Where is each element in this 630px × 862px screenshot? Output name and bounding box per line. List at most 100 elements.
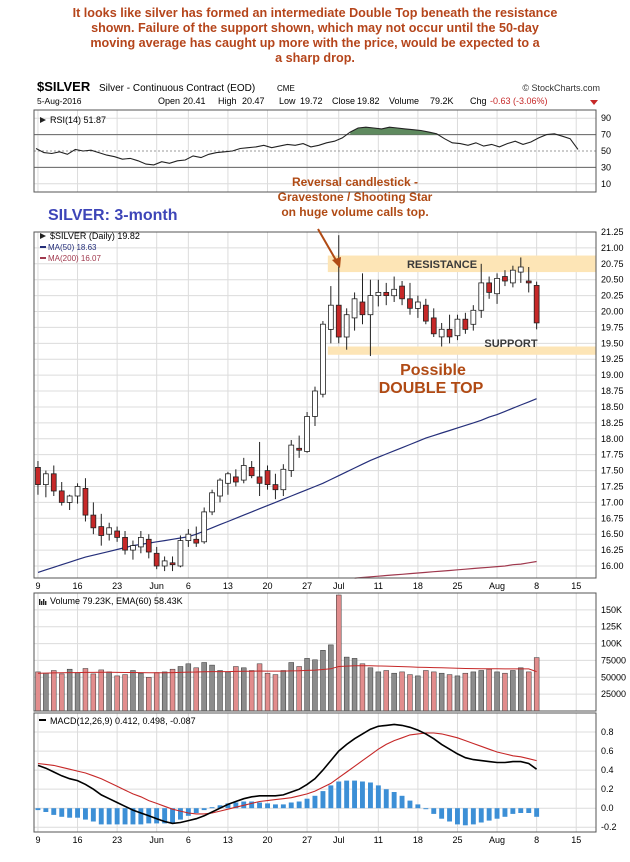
- volume-tick-label: 50000: [601, 672, 626, 682]
- volume-bar: [138, 672, 144, 712]
- price-tick-label: 20.75: [601, 259, 624, 269]
- price-tick-label: 21.00: [601, 243, 624, 253]
- volume-bar: [383, 670, 389, 712]
- price-tick-label: 18.00: [601, 434, 624, 444]
- commentary-line: It looks like silver has formed an inter…: [72, 6, 558, 20]
- ma200-legend: MA(200) 16.07: [48, 254, 101, 263]
- panel-frame: [33, 109, 597, 193]
- arrow-head-icon: [332, 257, 341, 268]
- volume-bar: [502, 672, 508, 712]
- candle-up: [375, 291, 382, 296]
- volume-bar: [264, 672, 271, 712]
- rsi-panel: 90 70 50 30 10 RSI(14) 51.87: [33, 109, 611, 193]
- macd-histogram-bar: [494, 808, 500, 819]
- candle-up: [74, 486, 81, 497]
- reversal-annotation-line: Reversal candlestick -: [292, 175, 418, 189]
- macd-histogram-bar: [423, 808, 429, 810]
- candle-down: [383, 291, 390, 296]
- volume-bar: [399, 671, 405, 712]
- volume-tick-label: 125K: [601, 622, 622, 632]
- volume-tick-label: 100K: [601, 639, 622, 649]
- x-tick-label: 8: [534, 835, 539, 845]
- volume-bar: [146, 677, 152, 712]
- candle-down: [50, 473, 57, 492]
- volume-bar: [328, 644, 334, 712]
- candle-down: [58, 490, 65, 503]
- rsi-tick-label: 10: [601, 179, 611, 189]
- down-arrow-icon: [590, 100, 598, 105]
- price-legend: $SILVER (Daily) 19.82: [50, 231, 140, 241]
- volume-bar: [296, 666, 302, 712]
- macd-legend: MACD(12,26,9) 0.412, 0.498, -0.087: [50, 716, 196, 726]
- volume-bar: [51, 670, 57, 712]
- volume-bar: [185, 663, 192, 712]
- candle-up: [470, 309, 477, 325]
- macd-tick-label: 0.2: [601, 784, 614, 794]
- macd-histogram-bar: [502, 808, 508, 817]
- commentary-text: It looks like silver has formed an inter…: [14, 6, 616, 66]
- reversal-arrow: [317, 228, 338, 263]
- chg-label: Chg: [470, 96, 487, 106]
- volume-bar: [193, 667, 199, 712]
- macd-histogram-bar: [328, 785, 334, 809]
- price-tick-label: 18.25: [601, 418, 624, 428]
- volume-bar: [82, 668, 89, 712]
- volume-bar: [225, 671, 231, 712]
- panel-frame: [33, 231, 597, 579]
- volume-bar: [478, 670, 484, 712]
- x-tick-label: 13: [223, 581, 233, 591]
- candle-up: [438, 328, 445, 338]
- candle-up: [106, 527, 112, 535]
- panel-frame: [33, 712, 597, 833]
- macd-histogram-bar: [75, 808, 80, 818]
- x-tick-label: 18: [413, 835, 423, 845]
- macd-histogram-bar: [67, 808, 73, 818]
- macd-histogram-bar: [185, 808, 191, 816]
- volume-bar: [201, 662, 207, 712]
- volume-bar: [320, 650, 326, 712]
- x-tick-label: 16: [73, 835, 83, 845]
- macd-histogram-bar: [273, 804, 278, 809]
- macd-tick-label: 0.4: [601, 765, 614, 775]
- macd-histogram-bar: [83, 808, 88, 820]
- volume-legend-icon: [39, 599, 41, 605]
- macd-histogram-bar: [193, 808, 199, 813]
- x-tick-label: 20: [262, 835, 272, 845]
- macd-histogram-bar: [122, 808, 128, 825]
- candle-down: [422, 304, 429, 322]
- volume-bar: [233, 666, 239, 712]
- macd-histogram-bar: [470, 808, 476, 825]
- macd-tick-label: -0.2: [601, 822, 617, 832]
- volume-bar: [35, 671, 41, 712]
- macd-histogram-bar: [399, 795, 405, 809]
- x-tick-label: Jul: [333, 581, 345, 591]
- volume-bar: [359, 663, 366, 712]
- candle-down: [153, 552, 160, 567]
- macd-histogram-bar: [154, 808, 160, 824]
- volume-bar: [169, 668, 176, 712]
- candle-up: [304, 416, 310, 452]
- macd-tick-label: 0.8: [601, 727, 614, 737]
- volume-bar: [98, 669, 104, 712]
- commentary-line: shown. Failure of the support shown, whi…: [91, 21, 539, 35]
- price-panel: 21.25 21.00 20.75 20.50 20.25 20.00 19.75 19.50…: [33, 227, 624, 591]
- candle-down: [232, 476, 239, 483]
- rsi-tick-label: 30: [601, 162, 611, 172]
- candle-up: [391, 288, 398, 297]
- candle-up: [494, 277, 500, 295]
- price-tick-label: 19.75: [601, 322, 624, 332]
- volume-bar: [343, 656, 350, 712]
- candle-up: [209, 492, 215, 513]
- volume-tick-label: 75000: [601, 655, 626, 665]
- candle-up: [517, 266, 524, 273]
- double-top-label: Possible: [400, 362, 466, 379]
- volume-legend-icon: [41, 601, 43, 605]
- macd-histogram-bar: [296, 801, 302, 809]
- candle-down: [82, 487, 89, 516]
- high-value: 20.47: [242, 96, 265, 106]
- candle-up: [351, 298, 358, 319]
- macd-histogram-bar: [510, 808, 516, 814]
- high-label: High: [218, 96, 237, 106]
- chart-name: Silver - Continuous Contract (EOD): [99, 83, 255, 94]
- open-label: Open: [158, 96, 180, 106]
